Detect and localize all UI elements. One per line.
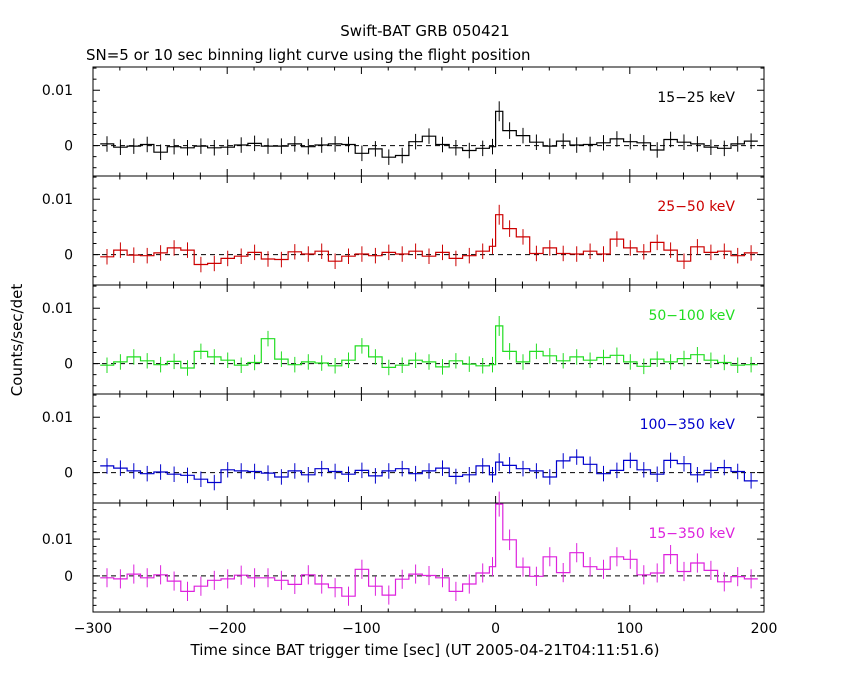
y-tick-label: 0 <box>64 466 73 482</box>
y-tick-label: 0 <box>64 357 73 373</box>
x-tick-label: 200 <box>751 621 778 637</box>
panel-frame <box>92 66 765 177</box>
y-tick-label: 0 <box>64 569 73 585</box>
y-tick-label: 0.01 <box>42 301 73 317</box>
panel-1: 0.01 0 15−25 keV <box>42 66 765 177</box>
chart-title: Swift-BAT GRB 050421 <box>340 22 509 40</box>
panel-frame <box>92 175 765 286</box>
series-step-line <box>100 503 758 597</box>
y-tick-label: 0.01 <box>42 410 73 426</box>
x-tick-label: −300 <box>74 621 112 637</box>
x-tick-labels: −300 −200 −100 0 100 200 <box>74 621 778 637</box>
panel-5: 0.01 0 15−350 keV <box>42 491 765 613</box>
x-tick-label: −200 <box>208 621 246 637</box>
energy-band-label: 15−25 keV <box>657 90 735 106</box>
y-tick-label: 0.01 <box>42 83 73 99</box>
series-step-line <box>100 110 758 158</box>
panel-2: 0.01 0 25−50 keV <box>42 175 765 286</box>
panels: 0.01 0 15−25 keV 0.01 0 25−50 keV 0.01 0 50−100 … <box>42 66 765 613</box>
panel-frame <box>92 393 765 504</box>
panel-4: 0.01 0 100−350 keV <box>42 393 765 504</box>
energy-band-label: 15−350 keV <box>648 526 735 542</box>
x-tick-label: −100 <box>342 621 380 637</box>
energy-band-label: 50−100 keV <box>648 308 735 324</box>
panel-3: 0.01 0 50−100 keV <box>42 284 765 395</box>
y-tick-label: 0 <box>64 139 73 155</box>
x-tick-label: 0 <box>491 621 500 637</box>
y-tick-label: 0 <box>64 248 73 264</box>
x-axis-label: Time since BAT trigger time [sec] (UT 20… <box>190 641 660 659</box>
y-axis-label: Counts/sec/det <box>8 284 26 397</box>
energy-band-label: 25−50 keV <box>657 199 735 215</box>
x-tick-label: 100 <box>616 621 643 637</box>
y-tick-label: 0.01 <box>42 192 73 208</box>
y-tick-label: 0.01 <box>42 532 73 548</box>
panel-frame <box>92 502 765 613</box>
energy-band-label: 100−350 keV <box>640 417 736 433</box>
chart-subtitle: SN=5 or 10 sec binning light curve using… <box>86 46 531 64</box>
panel-frame <box>92 284 765 395</box>
